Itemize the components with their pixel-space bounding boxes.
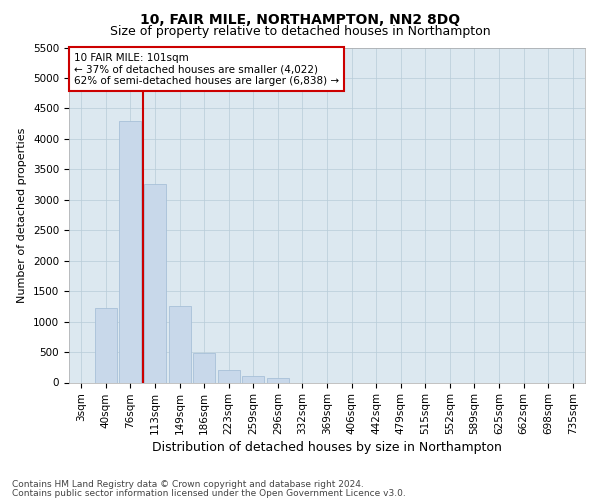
Bar — [242, 376, 265, 382]
Bar — [193, 352, 215, 382]
Text: Size of property relative to detached houses in Northampton: Size of property relative to detached ho… — [110, 25, 490, 38]
Bar — [119, 120, 142, 382]
Bar — [218, 370, 240, 382]
Bar — [267, 378, 289, 382]
Bar — [144, 184, 166, 382]
X-axis label: Distribution of detached houses by size in Northampton: Distribution of detached houses by size … — [152, 442, 502, 454]
Bar — [95, 308, 117, 382]
Text: Contains public sector information licensed under the Open Government Licence v3: Contains public sector information licen… — [12, 488, 406, 498]
Text: 10, FAIR MILE, NORTHAMPTON, NN2 8DQ: 10, FAIR MILE, NORTHAMPTON, NN2 8DQ — [140, 12, 460, 26]
Text: Contains HM Land Registry data © Crown copyright and database right 2024.: Contains HM Land Registry data © Crown c… — [12, 480, 364, 489]
Bar — [169, 306, 191, 382]
Text: 10 FAIR MILE: 101sqm
← 37% of detached houses are smaller (4,022)
62% of semi-de: 10 FAIR MILE: 101sqm ← 37% of detached h… — [74, 52, 339, 86]
Y-axis label: Number of detached properties: Number of detached properties — [17, 128, 28, 302]
